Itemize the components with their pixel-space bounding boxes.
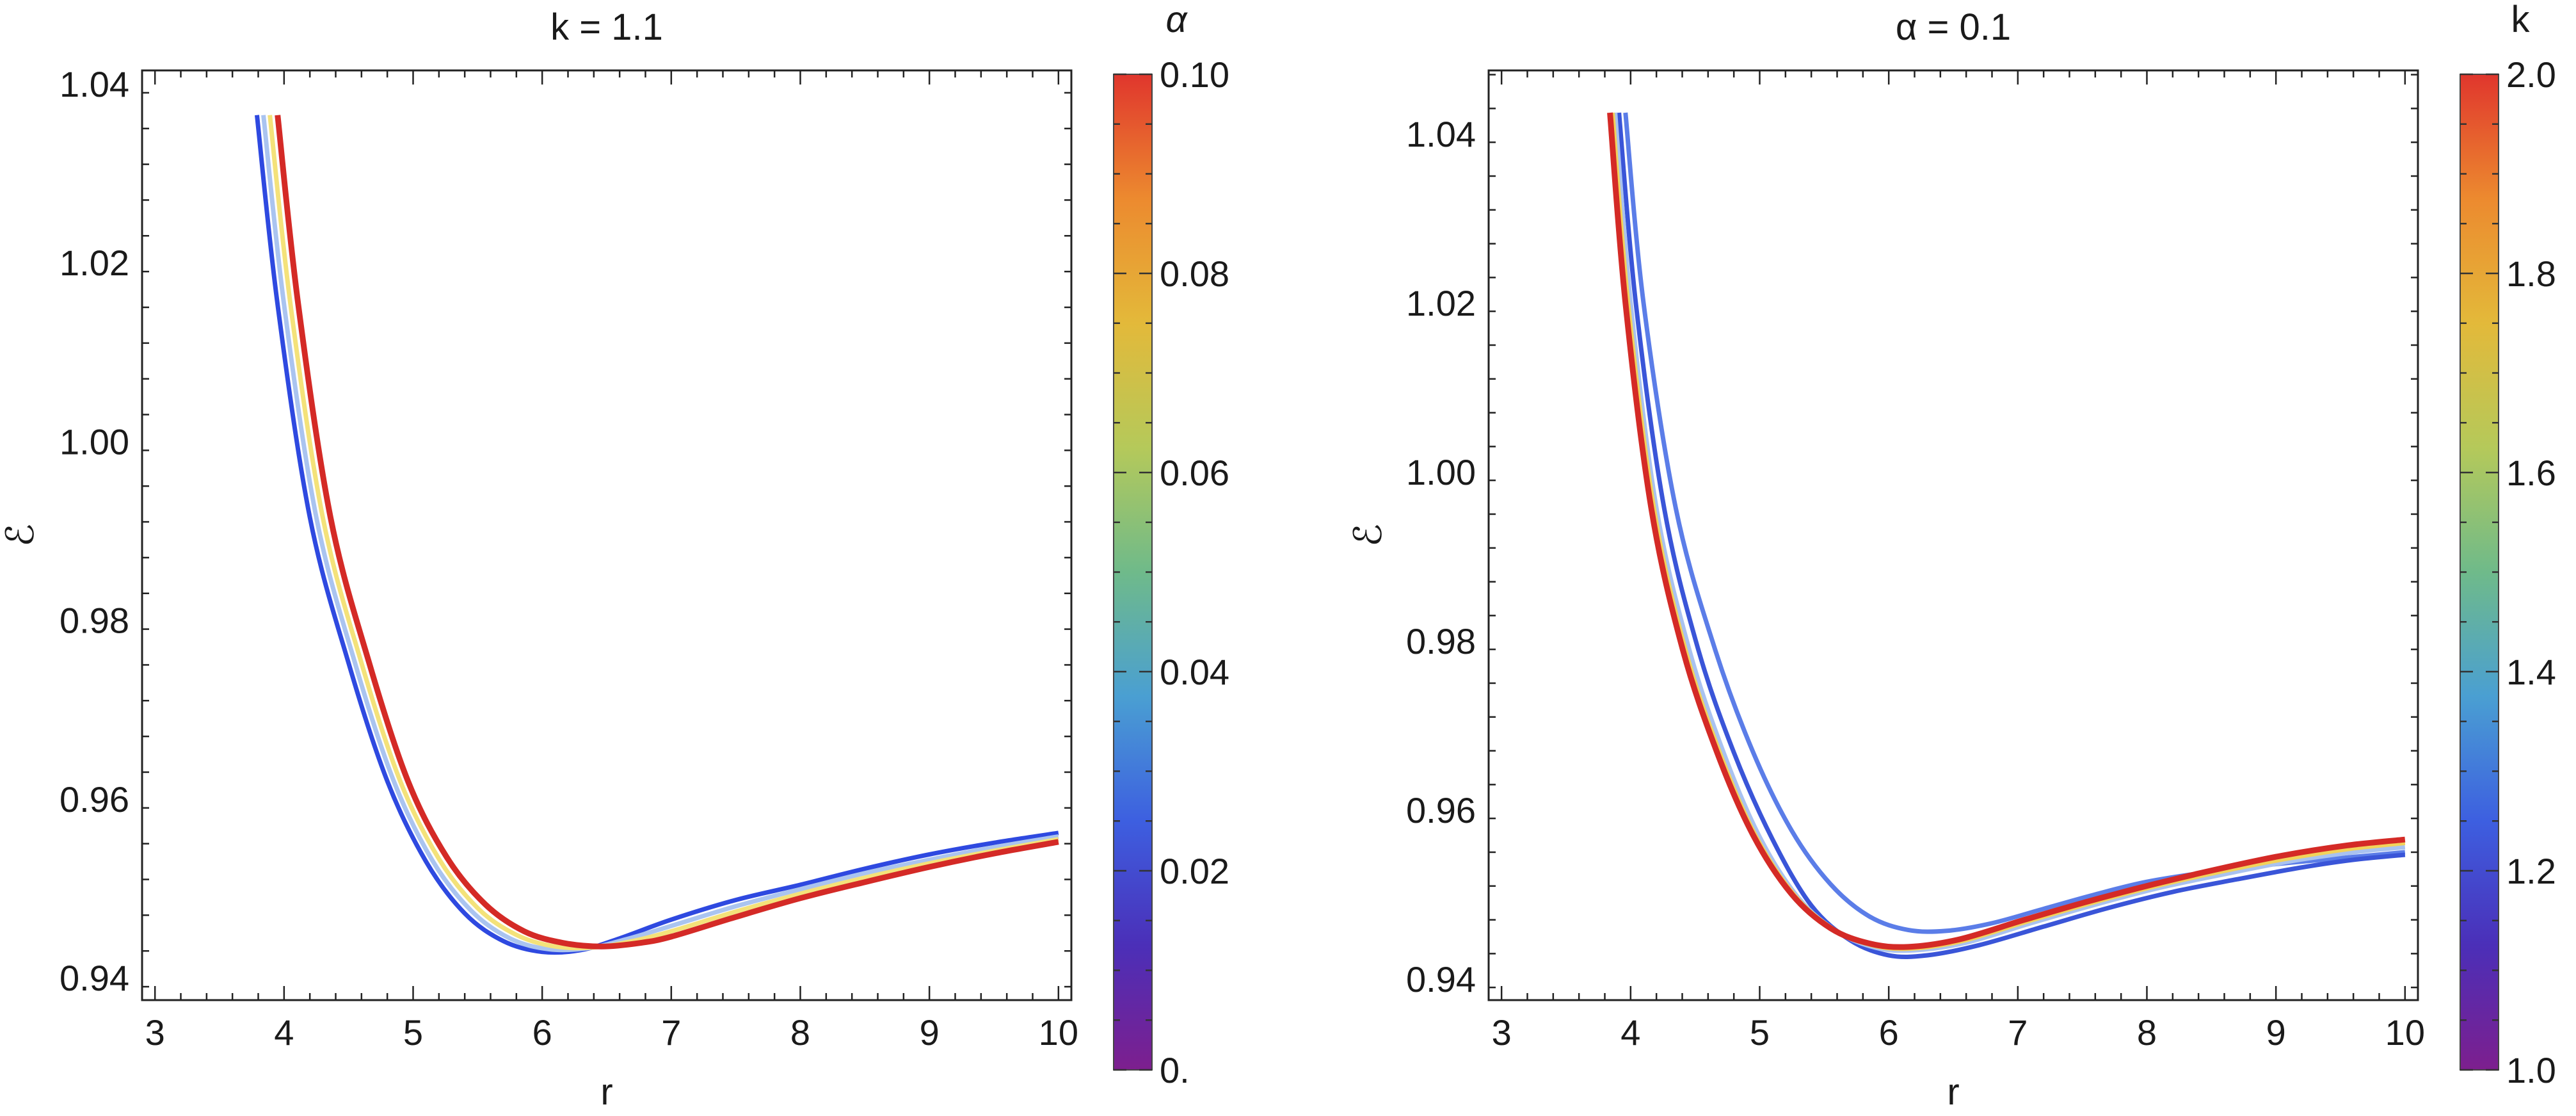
y-tick-label: 0.96 xyxy=(60,779,129,820)
x-tick-label: 9 xyxy=(2266,1012,2286,1053)
colorbar: 1.0 1.2 1.4 1.6 1.8 2.0 k xyxy=(2460,0,2556,1090)
data-curves xyxy=(255,115,1059,955)
x-tick-label: 10 xyxy=(2385,1012,2425,1053)
series-line xyxy=(1613,112,2406,953)
x-tick-label: 7 xyxy=(2008,1012,2028,1053)
colorbar-tick-label: 1.0 xyxy=(2506,1050,2556,1090)
x-tick-label: 3 xyxy=(145,1012,165,1053)
y-tick-label: 0.98 xyxy=(1406,621,1476,661)
x-tick-label: 5 xyxy=(1750,1012,1770,1053)
x-tick-label: 6 xyxy=(532,1012,552,1053)
colorbar-tick-label: 0.08 xyxy=(1160,254,1229,294)
x-tick-label: 8 xyxy=(790,1012,810,1053)
series-line xyxy=(1610,112,2406,951)
x-tick-label: 7 xyxy=(661,1012,681,1053)
y-tick-label: 1.00 xyxy=(60,421,129,462)
colorbar-ticks: 1.0 1.2 1.4 1.6 1.8 2.0 xyxy=(2460,54,2556,1090)
colorbar-label: k xyxy=(2511,0,2531,40)
series-line xyxy=(255,115,1059,955)
series-line xyxy=(268,115,1059,951)
colorbar-tick-label: 1.4 xyxy=(2506,652,2556,692)
axis-ticks: 3 4 5 6 7 8 9 10 0.94 0.96 0.98 1.00 1.02 1.04 xyxy=(1406,70,2425,1053)
x-axis-label: r xyxy=(600,1071,612,1113)
x-tick-label: 5 xyxy=(403,1012,423,1053)
x-tick-label: 4 xyxy=(1620,1012,1640,1053)
x-tick-label: 10 xyxy=(1039,1012,1078,1053)
series-line xyxy=(275,115,1059,950)
series-line xyxy=(1617,112,2406,960)
colorbar-tick-label: 0. xyxy=(1160,1050,1190,1090)
x-tick-label: 4 xyxy=(274,1012,294,1053)
x-tick-label: 8 xyxy=(2137,1012,2157,1053)
y-axis-label: ℰ xyxy=(0,524,42,547)
data-curves xyxy=(1607,112,2406,960)
colorbar-tick-label: 0.10 xyxy=(1160,54,1229,95)
plot-title: α = 0.1 xyxy=(1896,6,2011,48)
panel-right: α = 0.1 3 4 5 6 7 8 9 10 0.94 0.96 0.98 1.00 1.02 1.0… xyxy=(1347,0,2556,1113)
y-tick-label: 0.94 xyxy=(60,958,129,998)
colorbar-tick-label: 0.04 xyxy=(1160,652,1229,692)
colorbar-tick-label: 1.8 xyxy=(2506,254,2556,294)
plot-frame xyxy=(141,69,1073,1001)
colorbar-tick-label: 1.6 xyxy=(2506,453,2556,493)
plot-frame xyxy=(1487,69,2419,1001)
x-axis-label: r xyxy=(1947,1071,1959,1113)
panel-left: k = 1.1 3 4 5 6 7 8 9 10 0.94 0.96 0.98 1.00 1.02 1.0… xyxy=(0,0,1229,1113)
y-tick-label: 1.02 xyxy=(1406,283,1476,323)
y-axis-label: ℰ xyxy=(1347,524,1389,547)
colorbar-tick-label: 2.0 xyxy=(2506,54,2556,95)
y-tick-label: 1.04 xyxy=(1406,114,1476,154)
y-tick-label: 1.04 xyxy=(60,64,129,104)
axis-ticks: 3 4 5 6 7 8 9 10 0.94 0.96 0.98 1.00 1.02 1.04 xyxy=(60,64,1078,1053)
plot-title: k = 1.1 xyxy=(550,6,663,48)
series-line xyxy=(1607,112,2406,950)
y-tick-label: 1.00 xyxy=(1406,452,1476,492)
colorbar-tick-label: 0.02 xyxy=(1160,851,1229,891)
y-tick-label: 1.02 xyxy=(60,243,129,283)
colorbar: 0. 0.02 0.04 0.06 0.08 0.10 α xyxy=(1113,0,1229,1090)
colorbar-label: α xyxy=(1165,0,1188,40)
y-tick-label: 0.96 xyxy=(1406,790,1476,830)
y-tick-label: 0.98 xyxy=(60,601,129,641)
x-tick-label: 9 xyxy=(920,1012,940,1053)
colorbar-tick-label: 0.06 xyxy=(1160,453,1229,493)
x-tick-label: 6 xyxy=(1879,1012,1899,1053)
y-tick-label: 0.94 xyxy=(1406,959,1476,999)
series-line xyxy=(261,115,1059,953)
x-tick-label: 3 xyxy=(1492,1012,1512,1053)
colorbar-ticks: 0. 0.02 0.04 0.06 0.08 0.10 xyxy=(1114,54,1229,1090)
colorbar-tick-label: 1.2 xyxy=(2506,851,2556,891)
